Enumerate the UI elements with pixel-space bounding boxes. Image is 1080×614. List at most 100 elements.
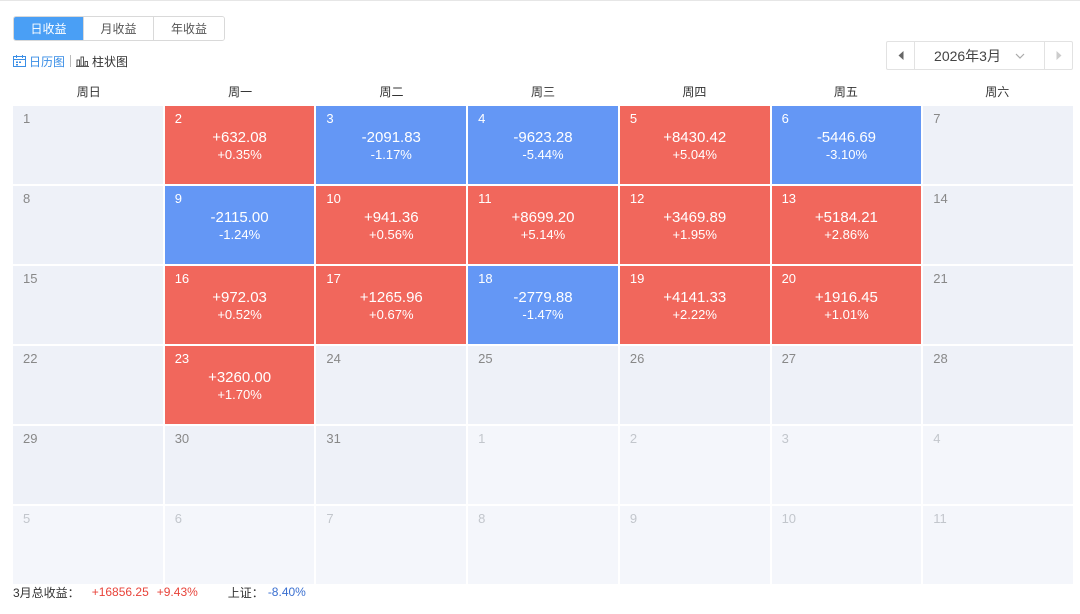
calendar-day-cell[interactable]: 6 -5446.69 -3.10%: [771, 106, 922, 184]
index-label: 上证：: [227, 585, 264, 600]
calendar-day-cell[interactable]: 30: [164, 426, 315, 504]
total-label: 3月总收益：: [13, 585, 80, 600]
calendar-day-cell[interactable]: 10: [771, 506, 922, 584]
calendar-day-cell[interactable]: 7: [316, 506, 467, 584]
calendar-day-cell[interactable]: 3: [771, 426, 922, 504]
tab-daily[interactable]: 日收益: [14, 17, 84, 40]
day-number: 5: [629, 111, 638, 126]
day-profit-percent: +1.01%: [824, 307, 869, 322]
tab-yearly[interactable]: 年收益: [154, 17, 224, 40]
calendar-day-cell[interactable]: 9 -2115.00 -1.24%: [164, 186, 315, 264]
day-number: 25: [478, 351, 493, 366]
calendar-day-cell[interactable]: 8: [13, 186, 163, 264]
day-profit-amount: +4141.33: [663, 289, 727, 306]
prev-month-button[interactable]: [887, 42, 915, 69]
calendar-day-cell[interactable]: 4: [923, 426, 1073, 504]
weekday-wed: 周三: [530, 84, 555, 99]
weekday-thu: 周四: [682, 84, 707, 99]
day-profit-amount: -5446.69: [816, 129, 877, 146]
calendar-day-cell[interactable]: 15: [13, 266, 163, 344]
day-number: 2: [174, 111, 182, 126]
calendar-day-cell[interactable]: 20 +1916.45 +1.01%: [771, 266, 922, 344]
calendar-day-cell[interactable]: 23 +3260.00 +1.70%: [164, 346, 315, 424]
day-number: 1: [478, 431, 486, 446]
day-number: 18: [478, 271, 493, 286]
tab-monthly[interactable]: 月收益: [84, 17, 154, 40]
calendar-day-cell[interactable]: 10 +941.36 +0.56%: [316, 186, 467, 264]
calendar-icon: [13, 55, 26, 67]
calendar-day-cell[interactable]: 12 +3469.89 +1.95%: [619, 186, 770, 264]
calendar-day-cell[interactable]: 11: [923, 506, 1073, 584]
calendar-day-cell[interactable]: 28: [923, 346, 1073, 424]
calendar-day-cell[interactable]: 27: [771, 346, 922, 424]
calendar-day-cell[interactable]: 4 -9623.28 -5.44%: [468, 106, 618, 184]
day-profit-amount: -2779.88: [513, 289, 573, 306]
calendar-day-cell[interactable]: 5 +8430.42 +5.04%: [619, 106, 770, 184]
day-number: 29: [23, 431, 38, 446]
day-profit-percent: +1.70%: [217, 387, 262, 402]
day-profit-percent: +0.56%: [369, 227, 414, 242]
calendar-day-cell[interactable]: 21: [923, 266, 1073, 344]
day-number: 30: [174, 431, 190, 446]
day-number: 22: [23, 351, 38, 366]
calendar-day-cell[interactable]: 5: [13, 506, 163, 584]
calendar-day-cell[interactable]: 1: [13, 106, 163, 184]
day-number: 23: [174, 351, 190, 366]
calendar-day-cell[interactable]: 1: [468, 426, 618, 504]
day-number: 8: [478, 511, 486, 526]
day-number: 4: [933, 431, 941, 446]
caret-right-icon: [1056, 51, 1061, 60]
calendar-day-cell[interactable]: 3 -2091.83 -1.17%: [316, 106, 467, 184]
weekday-sun: 周日: [76, 84, 101, 99]
day-profit-amount: +941.36: [363, 209, 419, 226]
view-separator: [70, 55, 72, 67]
bar-chart-icon: [76, 56, 90, 67]
day-number: 12: [629, 191, 645, 206]
calendar-day-cell[interactable]: 18 -2779.88 -1.47%: [468, 266, 618, 344]
calendar-day-cell[interactable]: 25: [468, 346, 618, 424]
day-number: 3: [781, 431, 789, 446]
calendar-day-cell[interactable]: 2: [619, 426, 770, 504]
month-select[interactable]: 2026年3月: [915, 42, 1044, 69]
day-number: 8: [23, 191, 31, 206]
day-number: 16: [174, 271, 190, 286]
calendar-day-cell[interactable]: 17 +1265.96 +0.67%: [316, 266, 467, 344]
day-profit-percent: +1.95%: [672, 227, 717, 242]
caret-left-icon: [898, 51, 903, 60]
day-number: 9: [629, 511, 638, 526]
next-month-button[interactable]: [1044, 42, 1072, 69]
day-number: 27: [781, 351, 797, 366]
calendar-day-cell[interactable]: 8: [468, 506, 618, 584]
bar-view-label: 柱状图: [92, 54, 129, 69]
calendar-day-cell[interactable]: 13 +5184.21 +2.86%: [771, 186, 922, 264]
day-profit-percent: -1.17%: [370, 147, 412, 162]
calendar-grid: 1 2 +632.08 +0.35% 3 -2091.83 -1.17% 4 -9623.28-…: [13, 106, 1073, 584]
calendar-day-cell[interactable]: 11 +8699.20 +5.14%: [468, 186, 618, 264]
day-number: 24: [326, 351, 341, 366]
summary-footer: 3月总收益： +16856.25 +9.43% 上证： -8.40%: [13, 584, 306, 600]
calendar-day-cell[interactable]: 22: [13, 346, 163, 424]
weekday-sat: 周六: [985, 84, 1010, 99]
day-number: 26: [629, 351, 645, 366]
day-number: 14: [933, 191, 948, 206]
day-profit-amount: -9623.28: [513, 129, 573, 146]
day-profit-amount: +5184.21: [814, 209, 878, 226]
calendar-day-cell[interactable]: 31: [316, 426, 467, 504]
calendar-day-cell[interactable]: 24: [316, 346, 467, 424]
day-number: 2: [629, 431, 638, 446]
day-profit-amount: +632.08: [212, 129, 267, 146]
calendar-day-cell[interactable]: 19 +4141.33 +2.22%: [619, 266, 770, 344]
bar-view-button[interactable]: 柱状图: [76, 53, 128, 70]
calendar-day-cell[interactable]: 9: [619, 506, 770, 584]
calendar-day-cell[interactable]: 26: [619, 346, 770, 424]
day-profit-percent: +5.14%: [520, 227, 566, 242]
calendar-day-cell[interactable]: 29: [13, 426, 163, 504]
calendar-day-cell[interactable]: 16 +972.03 +0.52%: [164, 266, 315, 344]
calendar-day-cell[interactable]: 14: [923, 186, 1073, 264]
calendar-day-cell[interactable]: 2 +632.08 +0.35%: [164, 106, 315, 184]
day-profit-percent: +0.52%: [217, 307, 262, 322]
day-number: 11: [478, 191, 492, 206]
calendar-day-cell[interactable]: 7: [923, 106, 1073, 184]
calendar-view-button[interactable]: 日历图: [13, 53, 65, 70]
calendar-day-cell[interactable]: 6: [164, 506, 315, 584]
